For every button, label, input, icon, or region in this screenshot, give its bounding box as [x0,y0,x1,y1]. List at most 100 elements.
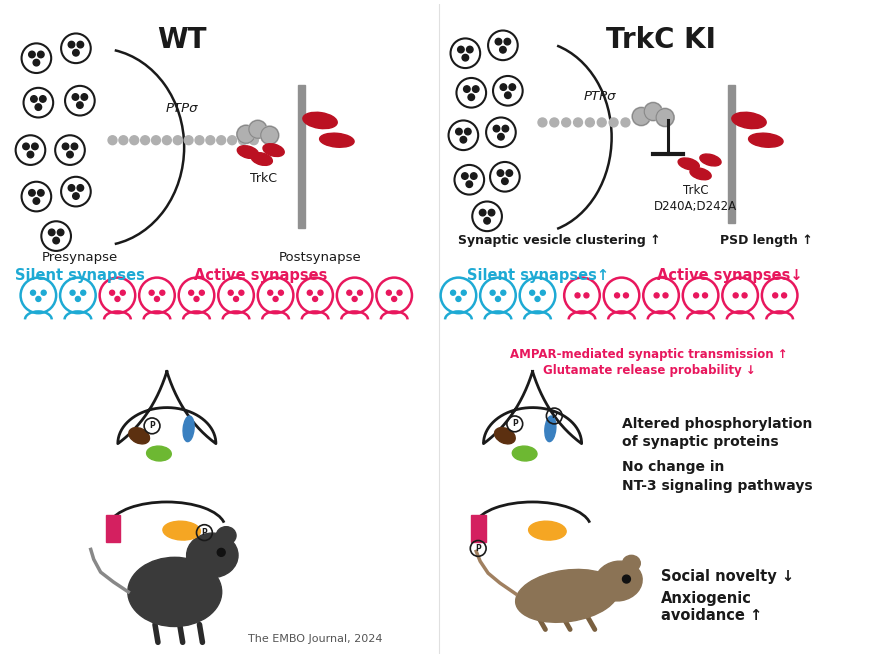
Circle shape [574,293,580,298]
Circle shape [151,136,160,145]
Circle shape [585,118,594,127]
Text: The EMBO Journal, 2024: The EMBO Journal, 2024 [248,634,381,644]
Ellipse shape [544,416,555,442]
Circle shape [30,290,36,295]
Circle shape [622,575,630,583]
Circle shape [508,84,515,90]
Circle shape [81,93,88,100]
Circle shape [653,293,659,298]
Circle shape [307,290,312,295]
Bar [298,85,305,228]
Circle shape [391,297,396,301]
Circle shape [37,190,44,196]
Ellipse shape [677,158,699,170]
Circle shape [30,95,37,102]
Circle shape [217,548,225,556]
Circle shape [72,93,78,100]
Circle shape [396,290,401,295]
Circle shape [460,136,466,143]
Circle shape [163,136,171,145]
Circle shape [268,290,272,295]
Circle shape [115,297,120,301]
Circle shape [239,290,243,295]
Circle shape [461,290,466,295]
Ellipse shape [689,168,710,180]
Text: PSD length ↑: PSD length ↑ [720,234,813,247]
Circle shape [81,290,86,295]
Circle shape [741,293,746,298]
Circle shape [119,136,128,145]
Ellipse shape [128,557,222,626]
Circle shape [312,297,317,301]
Ellipse shape [251,153,272,165]
Circle shape [352,297,357,301]
Circle shape [249,136,258,145]
Circle shape [620,118,629,127]
Circle shape [561,118,570,127]
Circle shape [501,125,508,132]
Circle shape [108,136,116,145]
Circle shape [37,51,44,58]
Ellipse shape [515,569,618,622]
Text: P: P [551,411,556,420]
Circle shape [216,136,225,145]
Text: TrkC
D240A;D242A: TrkC D240A;D242A [653,184,736,213]
Ellipse shape [216,526,235,544]
Circle shape [141,136,149,145]
Circle shape [23,143,30,149]
Text: Silent synapses: Silent synapses [15,268,144,283]
Circle shape [479,209,486,216]
Text: Anxiogenic
avoidance ↑: Anxiogenic avoidance ↑ [660,591,761,623]
Circle shape [73,49,79,56]
Circle shape [489,290,494,295]
Circle shape [317,290,322,295]
Circle shape [39,95,46,102]
Circle shape [468,94,474,101]
Circle shape [644,103,661,120]
Circle shape [228,136,236,145]
Text: Silent synapses↑: Silent synapses↑ [467,268,609,283]
Circle shape [173,136,182,145]
Circle shape [495,297,500,301]
Text: TrkC KI: TrkC KI [606,26,715,53]
Circle shape [457,46,464,53]
Circle shape [450,290,455,295]
Text: WT: WT [156,26,206,53]
Circle shape [496,170,503,176]
Circle shape [68,185,75,191]
Text: P: P [511,419,517,428]
Circle shape [35,104,42,111]
Circle shape [347,290,351,295]
Circle shape [27,151,34,158]
Ellipse shape [147,446,171,461]
Circle shape [273,297,278,301]
Circle shape [238,136,247,145]
Ellipse shape [319,133,354,147]
Circle shape [73,193,79,199]
Circle shape [189,290,194,295]
Circle shape [702,293,706,298]
Circle shape [160,290,164,295]
Circle shape [194,297,199,301]
Ellipse shape [262,143,284,157]
Circle shape [120,290,125,295]
Circle shape [614,293,619,298]
Circle shape [537,118,547,127]
Circle shape [455,128,461,135]
Circle shape [504,92,510,99]
Circle shape [466,46,473,53]
Circle shape [529,290,534,295]
Ellipse shape [129,428,149,444]
Circle shape [49,229,55,236]
Circle shape [71,143,77,149]
Circle shape [494,38,501,45]
Circle shape [36,297,41,301]
Bar [471,515,486,542]
Text: Postsynapse: Postsynapse [278,251,361,264]
Text: PTPσ: PTPσ [583,89,615,103]
Circle shape [623,293,627,298]
Circle shape [109,290,115,295]
Circle shape [29,190,35,196]
Bar [727,85,734,223]
Ellipse shape [182,416,194,442]
